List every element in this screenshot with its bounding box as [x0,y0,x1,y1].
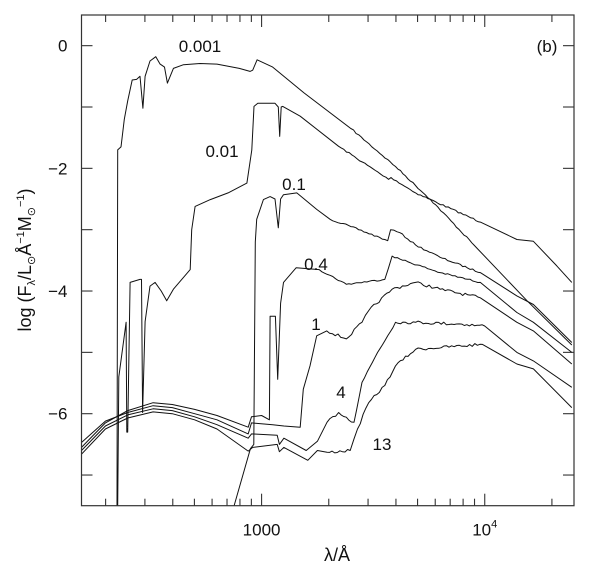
x-tick-label-base: 1000 [243,521,281,540]
spectrum-line-age-4 [81,320,573,451]
spectrum-line-age-0p1 [233,192,573,506]
panel-label: (b) [537,37,558,56]
curve-label: 0.001 [179,37,222,56]
spectra-lines [81,56,573,506]
curve-label: 4 [336,383,345,402]
plot-frame [80,14,575,507]
spectrum-line-age-13 [81,343,573,461]
y-axis-label: log (Fλ/L⊙Å−1M⊙−1) [15,188,38,331]
y-tick-label: −4 [48,282,67,301]
curve-label: 1 [311,315,320,334]
x-tick-label-exponent: 4 [491,519,497,531]
curve-label: 0.4 [304,255,328,274]
x-axis-label: λ/Å [324,545,350,565]
y-tick-label: −6 [48,405,67,424]
curve-label: 0.1 [282,175,306,194]
spectrum-line-age-0p4 [81,255,573,448]
y-tick-label: −2 [48,159,67,178]
curve-labels: 0.001 0.01 0.1 0.4 1 4 13 [179,37,392,454]
x-tick-label: 1000 [243,521,281,540]
spectrum-line-age-1 [81,281,573,443]
y-tick-label: 0 [58,37,67,56]
curve-label: 0.01 [205,142,238,161]
spectrum-line-age-0p001 [116,56,573,506]
x-tick-label: 104 [472,519,497,540]
spectrum-line-age-0p01 [117,102,573,506]
x-tick-label-base: 10 [472,521,491,540]
curve-label: 13 [373,435,392,454]
